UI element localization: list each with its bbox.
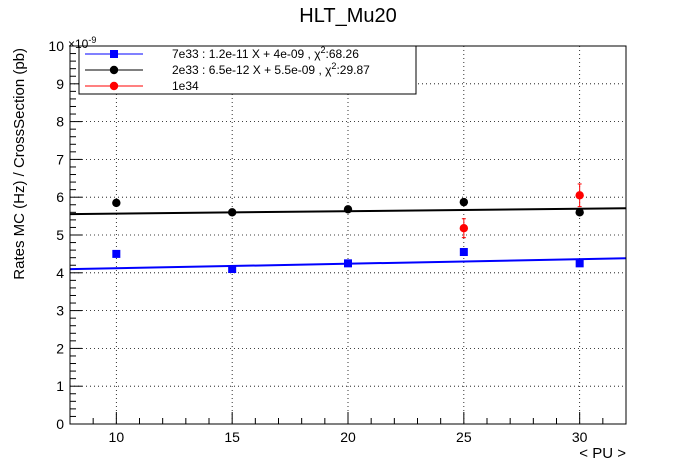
legend-marker	[109, 81, 119, 91]
marker-layer	[112, 183, 584, 274]
data-point	[343, 205, 353, 214]
y-exponent-power: -9	[88, 35, 96, 45]
y-tick-label: 7	[56, 151, 64, 167]
data-point	[459, 248, 468, 257]
legend-label-suffix: :29.87	[336, 63, 370, 77]
legend: 7e33 : 1.2e-11 X + 4e-09 , χ2:68.262e33 …	[78, 45, 417, 95]
y-tick-label: 3	[56, 303, 64, 319]
y-exponent: ×10-9	[68, 35, 96, 51]
y-tick-label: 6	[56, 189, 64, 205]
x-tick-label: 10	[109, 429, 125, 445]
legend-label-text: 7e33 : 1.2e-11 X + 4e-09 , χ	[172, 47, 321, 61]
x-tick-label: 20	[340, 429, 356, 445]
x-axis-title: < PU >	[579, 445, 626, 462]
y-tick-label: 10	[48, 38, 64, 54]
x-tick-label: 30	[572, 429, 588, 445]
data-point	[459, 197, 469, 207]
data-point	[112, 198, 121, 208]
legend-label-superscript: 2	[331, 61, 336, 71]
y-exponent-base: ×10	[68, 37, 89, 51]
y-tick-label: 2	[56, 340, 64, 356]
y-tick-label: 1	[56, 378, 64, 394]
data-point	[459, 223, 469, 233]
legend-marker	[110, 50, 118, 58]
data-point	[227, 208, 237, 217]
axis-layer: 10 15 20 25 30 0 1 2 3 4 5 6 7 8 9 10	[48, 38, 627, 445]
legend-label: 2e33 : 6.5e-12 X + 5.5e-09 , χ2:29.87	[172, 61, 370, 77]
x-tick-label: 25	[456, 429, 472, 445]
y-tick-label: 8	[56, 114, 64, 130]
legend-label-text: 2e33 : 6.5e-12 X + 5.5e-09 , χ	[172, 63, 332, 77]
y-axis-title: Rates MC (Hz) / CrossSection (pb)	[11, 48, 28, 280]
y-tick-label: 5	[56, 227, 64, 243]
data-point	[575, 259, 584, 268]
legend-label-text: 1e34	[172, 79, 199, 93]
y-tick-label: 9	[56, 76, 64, 92]
x-tick-label: 15	[224, 429, 240, 445]
legend-label: 7e33 : 1.2e-11 X + 4e-09 , χ2:68.26	[172, 45, 359, 61]
legend-marker	[109, 65, 119, 75]
y-tick-label: 0	[56, 416, 64, 432]
legend-label: 1e34	[172, 79, 199, 93]
legend-label-superscript: 2	[321, 45, 326, 55]
data-point	[575, 191, 584, 200]
y-tick-label: 4	[56, 265, 64, 281]
legend-label-suffix: :68.26	[326, 47, 360, 61]
chart-title: HLT_Mu20	[299, 5, 396, 27]
data-point	[228, 265, 237, 274]
grid-layer	[70, 46, 626, 424]
data-point	[575, 208, 584, 217]
data-point	[112, 249, 121, 258]
data-point	[344, 259, 352, 268]
